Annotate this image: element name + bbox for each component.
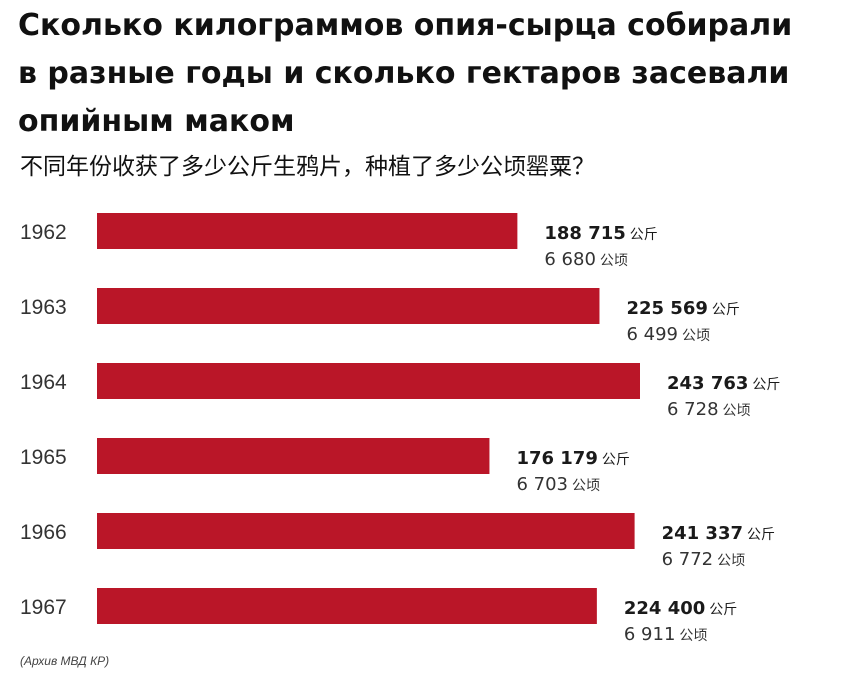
bar xyxy=(97,363,640,399)
chart-subtitle: 不同年份收获了多少公斤生鸦片，种植了多少公顷罂粟？ xyxy=(20,154,595,180)
kg-value-label: 225 569 公斤 xyxy=(626,298,739,319)
ha-value-label: 6 911 公顷 xyxy=(624,624,708,645)
year-label: 1964 xyxy=(20,371,67,394)
bar xyxy=(97,513,635,549)
kg-value-label: 243 763 公斤 xyxy=(667,373,780,394)
year-label: 1965 xyxy=(20,446,67,469)
kg-value-label: 241 337 公斤 xyxy=(662,523,775,544)
bar xyxy=(97,213,518,249)
bar xyxy=(97,288,600,324)
kg-value-label: 176 179 公斤 xyxy=(516,448,629,469)
year-label: 1967 xyxy=(20,596,67,619)
ha-value-label: 6 728 公顷 xyxy=(667,399,751,420)
bar-chart: 1962 188 715 公斤 6 680 公顷 1963 225 569 公斤 6 499 公顷… xyxy=(20,213,780,645)
year-label: 1963 xyxy=(20,296,67,319)
bar xyxy=(97,588,597,624)
year-label: 1962 xyxy=(20,221,67,244)
ha-value-label: 6 772 公顷 xyxy=(662,549,746,570)
ha-value-label: 6 499 公顷 xyxy=(626,324,710,345)
ha-value-label: 6 680 公顷 xyxy=(544,249,628,270)
ha-value-label: 6 703 公顷 xyxy=(516,474,600,495)
kg-value-label: 224 400 公斤 xyxy=(624,598,737,619)
kg-value-label: 188 715 公斤 xyxy=(544,223,657,244)
year-label: 1966 xyxy=(20,521,67,544)
chart-title: Сколько килограммов опия-сырца собирали … xyxy=(18,8,793,139)
source-note: (Архив МВД КР) xyxy=(20,654,110,668)
bar xyxy=(97,438,490,474)
